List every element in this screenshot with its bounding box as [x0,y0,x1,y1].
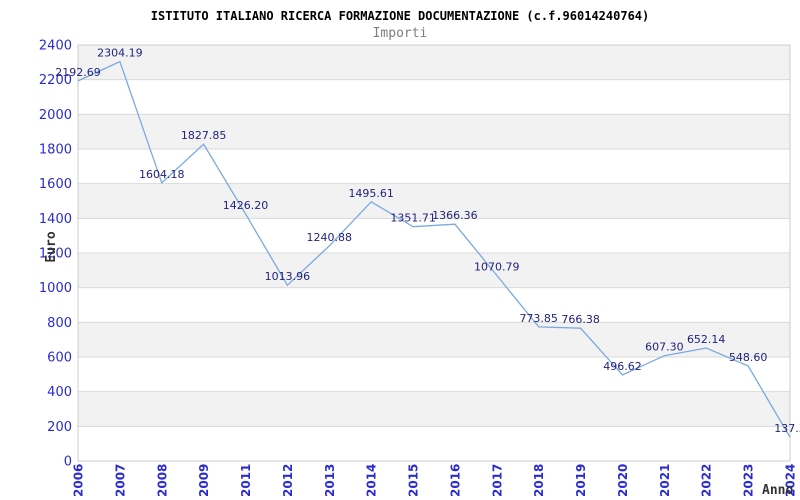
x-axis-title: Anno [762,483,793,498]
y-axis-title: Euro [44,231,59,262]
data-point-label: 652.14 [687,333,726,346]
y-axis-tick-label: 2000 [39,108,72,123]
data-point-label: 773.85 [519,312,558,325]
grid-band [78,253,790,288]
data-point-label: 2192.69 [55,66,101,79]
x-axis-tick-label: 2023 [742,464,756,497]
data-point-label: 607.30 [645,341,684,354]
grid-band [78,114,790,149]
x-axis-tick-label: 2012 [281,464,295,497]
data-point-label: 1827.85 [181,129,227,142]
data-point-label: 766.38 [561,313,600,326]
x-axis-tick-label: 2007 [113,464,127,497]
x-axis-tick-label: 2014 [365,464,379,497]
y-axis-tick-label: 2400 [39,39,72,54]
x-axis-tick-label: 2013 [323,464,337,497]
data-point-label: 1070.79 [474,260,520,273]
grid-band [78,45,790,80]
chart-title: ISTITUTO ITALIANO RICERCA FORMAZIONE DOC… [150,9,650,23]
chart-subtitle: Importi [372,26,428,41]
x-axis-tick-label: 2006 [72,464,86,497]
x-axis-tick-label: 2022 [700,464,714,497]
y-axis-tick-label: 400 [47,385,72,400]
data-point-label: 1351.71 [390,212,436,225]
grid-band [78,391,790,427]
x-axis-tick-label: 2011 [239,464,253,497]
data-line-importi [77,60,791,438]
data-point-label: 1426.20 [223,199,269,212]
y-axis-tick-label: 1400 [39,212,72,227]
plot-border [77,44,791,462]
x-axis-tick-label: 2016 [448,464,462,497]
data-point-label: 1013.96 [265,270,311,283]
x-axis-tick-label: 2009 [197,464,211,497]
y-axis-tick-label: 2200 [39,73,72,88]
data-point-label: 1366.36 [432,209,478,222]
x-axis-tick-label: 2008 [155,464,169,497]
data-point-label: 137.3 [774,422,800,435]
data-point-label: 496.62 [603,360,642,373]
data-point-label: 1495.61 [348,187,394,200]
y-axis-tick-label: 0 [64,455,72,470]
data-point-label: 548.60 [729,351,768,364]
y-axis-tick-label: 1800 [39,143,72,158]
y-axis-tick-label: 800 [47,316,72,331]
data-point-label: 1604.18 [139,168,185,181]
x-axis-tick-label: 2015 [407,464,421,497]
data-point-label: 2304.19 [97,47,143,60]
x-axis-tick-label: 2021 [658,464,672,497]
data-point-label: 1240.88 [307,231,353,244]
y-axis-tick-label: 1600 [39,177,72,192]
x-axis-tick-label: 2017 [490,464,504,497]
y-axis-tick-label: 600 [47,351,72,366]
y-axis-tick-label: 1000 [39,281,72,296]
x-axis-tick-label: 2020 [616,464,630,497]
x-axis-tick-label: 2018 [532,464,546,497]
grid-band [78,322,790,357]
y-axis-tick-label: 200 [47,420,72,435]
x-axis-tick-label: 2019 [574,464,588,497]
grid-band [78,183,790,219]
y-axis-tick-label: 1200 [39,247,72,262]
x-axis-tick-label: 2024 [784,464,798,497]
